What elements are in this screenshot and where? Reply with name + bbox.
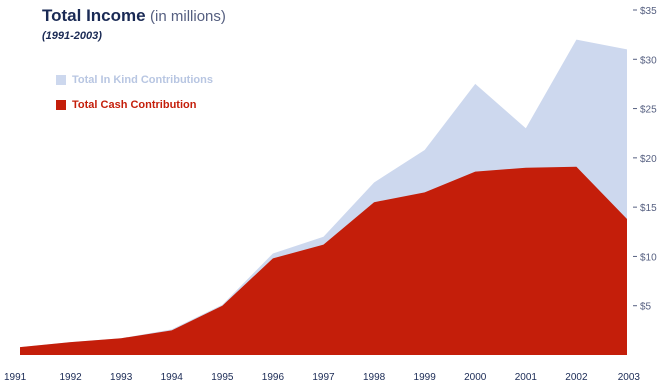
x-tick-label: 1991 <box>4 372 27 383</box>
x-tick-label: 1996 <box>262 372 285 383</box>
area-cash <box>20 166 627 355</box>
x-tick-label: 1995 <box>211 372 234 383</box>
x-tick-label: 1999 <box>414 372 437 383</box>
y-tick-label: $5 <box>640 302 652 313</box>
y-tick-label: $30 <box>640 55 657 66</box>
y-tick-label: $15 <box>640 203 657 214</box>
x-tick-label: 1993 <box>110 372 133 383</box>
chart-legend: Total In Kind Contributions Total Cash C… <box>56 72 213 122</box>
legend-item-cash: Total Cash Contribution <box>56 97 213 113</box>
x-axis: 1991 1992 1993 1994 1995 1996 1997 1998 1999 2000… <box>4 372 640 383</box>
y-axis: $5 $10 $15 $20 $25 $30 $35 <box>633 6 657 313</box>
legend-item-in-kind: Total In Kind Contributions <box>56 72 213 88</box>
chart-title-block: Total Income (in millions) (1991-2003) <box>42 6 226 42</box>
legend-label-in-kind: Total In Kind Contributions <box>72 74 213 86</box>
x-tick-label: 2001 <box>515 372 538 383</box>
chart-title-main: Total Income <box>42 6 146 25</box>
x-tick-label: 1998 <box>363 372 386 383</box>
y-tick-label: $20 <box>640 154 657 165</box>
x-tick-label: 2003 <box>618 372 641 383</box>
x-tick-label: 1992 <box>59 372 82 383</box>
x-tick-label: 2002 <box>565 372 588 383</box>
chart-subtitle: (1991-2003) <box>42 30 102 42</box>
x-tick-label: 1997 <box>312 372 335 383</box>
chart-title: Total Income (in millions) <box>42 6 226 26</box>
y-tick-label: $35 <box>640 6 657 17</box>
legend-swatch-cash <box>56 100 66 110</box>
x-tick-label: 2000 <box>464 372 487 383</box>
y-tick-label: $25 <box>640 105 657 116</box>
y-tick-label: $10 <box>640 252 657 263</box>
x-tick-label: 1994 <box>161 372 184 383</box>
chart-title-unit: (in millions) <box>150 8 226 25</box>
legend-label-cash: Total Cash Contribution <box>72 99 197 111</box>
legend-swatch-in-kind <box>56 75 66 85</box>
chart-areas <box>20 39 627 355</box>
